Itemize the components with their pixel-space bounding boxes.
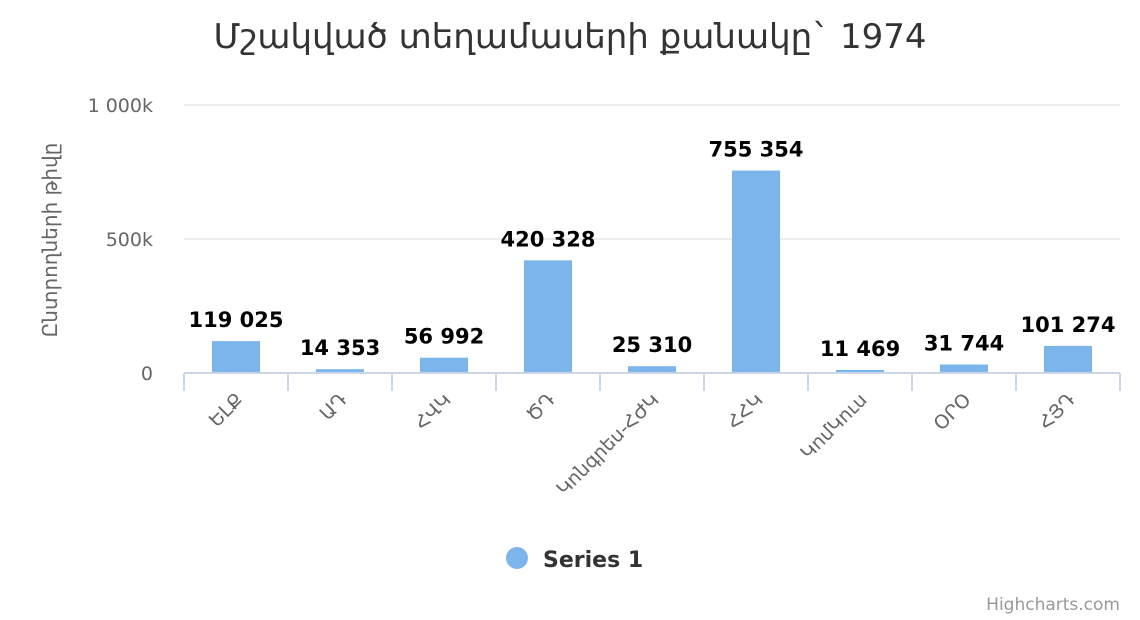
- data-label: 119 025: [189, 308, 284, 332]
- bar-series[interactable]: [212, 170, 1092, 373]
- bar[interactable]: [836, 369, 884, 373]
- bar[interactable]: [524, 260, 572, 373]
- data-label: 101 274: [1021, 313, 1116, 337]
- y-tick-label: 1 000k: [88, 95, 153, 117]
- y-tick-label: 0: [141, 363, 153, 385]
- bar[interactable]: [628, 366, 676, 373]
- data-label: 56 992: [404, 325, 484, 349]
- grid-lines: [184, 104, 1120, 240]
- data-labels: 119 025 14 353 56 992 420 328 25 310 755 354 1…: [189, 138, 1116, 361]
- chart-title: Մշակված տեղամասերի քանակը` 1974: [213, 17, 926, 57]
- legend[interactable]: Series 1: [506, 547, 643, 573]
- data-label: 14 353: [300, 336, 380, 360]
- data-label: 31 744: [924, 331, 1004, 355]
- bar[interactable]: [732, 170, 780, 373]
- bar[interactable]: [940, 364, 988, 373]
- data-label: 755 354: [709, 138, 804, 162]
- legend-symbol[interactable]: [506, 547, 528, 569]
- data-label: 25 310: [612, 333, 692, 357]
- bar[interactable]: [420, 357, 468, 373]
- y-tick-label: 500k: [106, 229, 153, 251]
- bar[interactable]: [1044, 345, 1092, 373]
- bar[interactable]: [212, 341, 260, 373]
- data-label: 420 328: [501, 227, 596, 251]
- legend-item-label[interactable]: Series 1: [543, 548, 643, 573]
- y-axis-ticks: 0 500k 1 000k: [88, 95, 153, 385]
- credits-link[interactable]: Highcharts.com: [986, 595, 1120, 615]
- data-label: 11 469: [820, 337, 900, 361]
- y-axis-title: Ընտրողների թիվը: [38, 143, 62, 338]
- bar[interactable]: [316, 369, 364, 373]
